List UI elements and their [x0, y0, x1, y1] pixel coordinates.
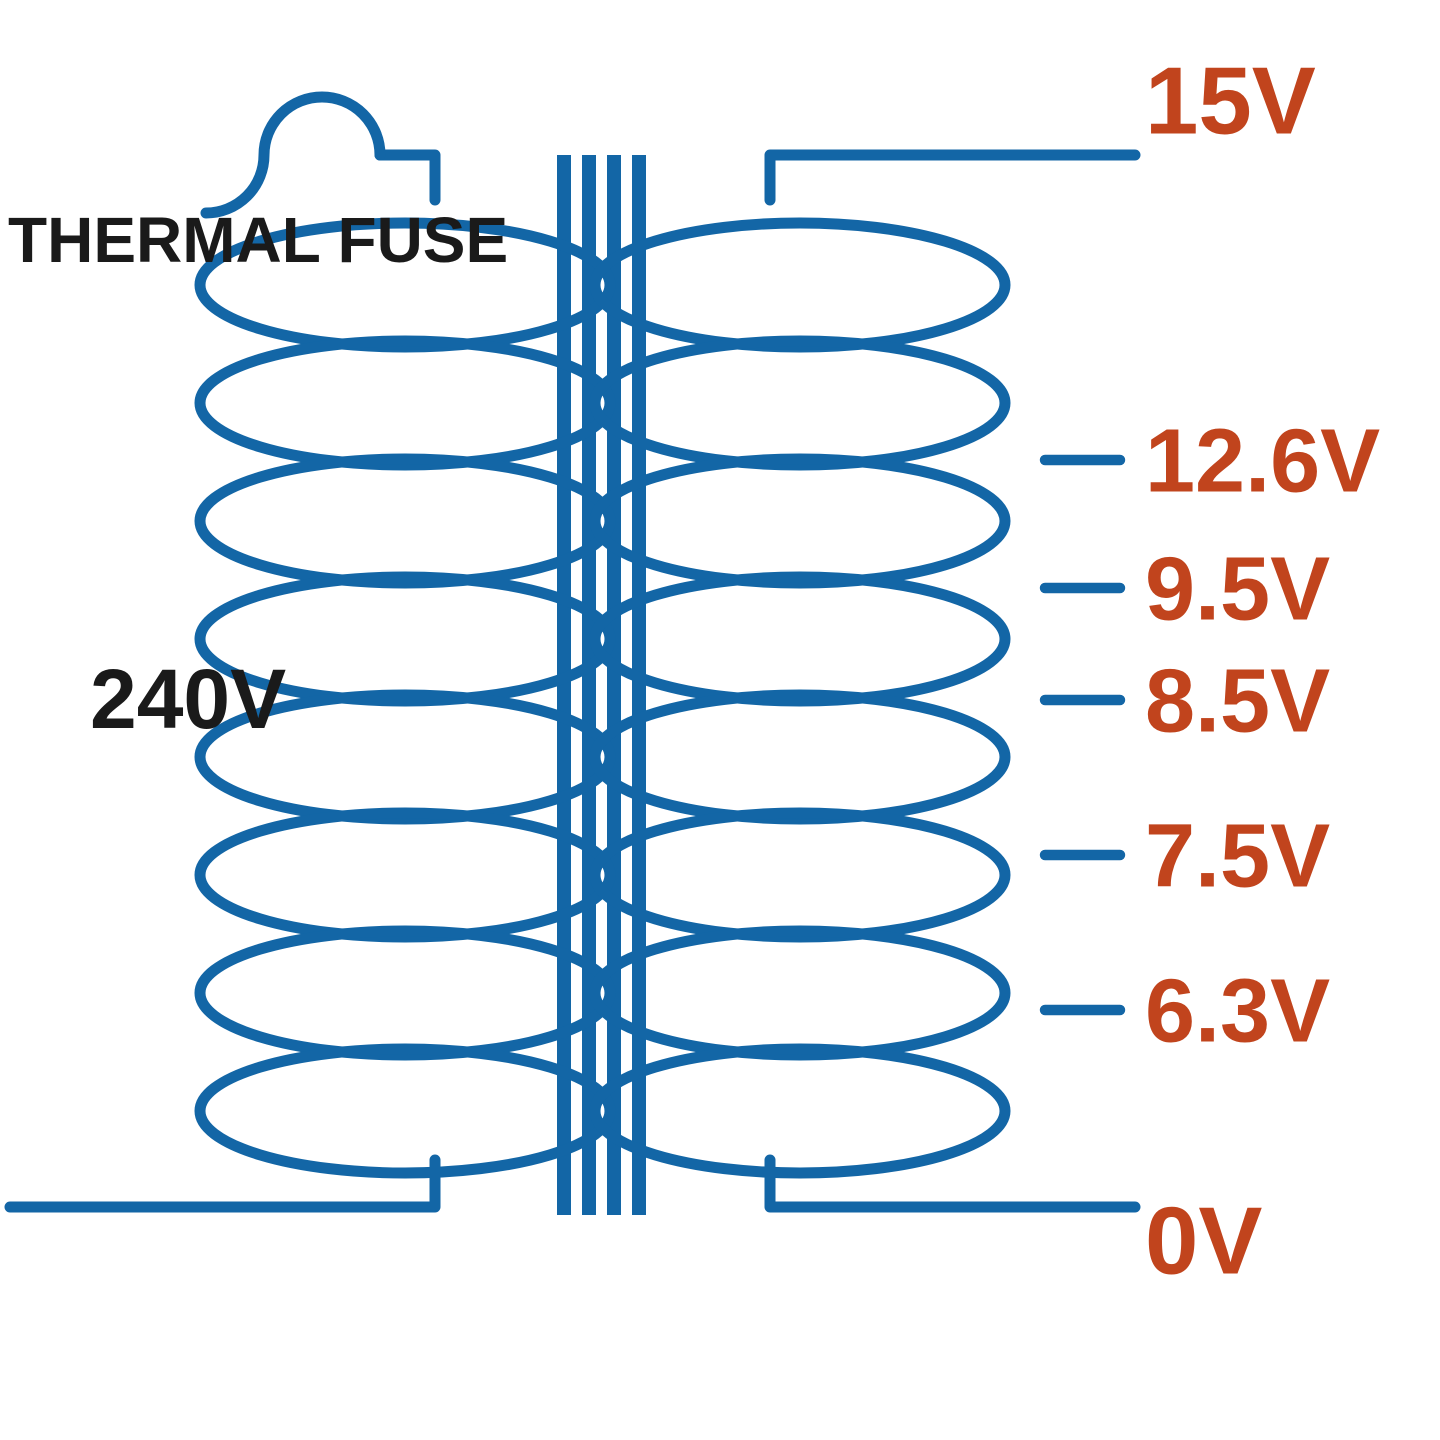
primary-voltage-label: 240V — [90, 652, 286, 746]
tap-label: 15V — [1145, 48, 1316, 155]
transformer-schematic: THERMAL FUSE 240V 15V 12.6V 9.5V 8.5V 7.5V 6.3V… — [0, 0, 1440, 1440]
transformer-core — [557, 155, 646, 1215]
tap-label: 12.6V — [1145, 412, 1380, 512]
secondary-coil — [595, 223, 1005, 1173]
tap-label: 7.5V — [1145, 807, 1330, 907]
tap-label: 8.5V — [1145, 652, 1330, 752]
thermal-fuse-label: THERMAL FUSE — [8, 204, 508, 276]
primary-top-lead — [380, 155, 435, 200]
tap-label: 0V — [1145, 1188, 1262, 1295]
thermal-fuse-icon — [206, 97, 380, 213]
secondary-bottom-lead — [770, 1160, 1135, 1207]
tap-label: 9.5V — [1145, 540, 1330, 640]
tap-label: 6.3V — [1145, 962, 1330, 1062]
secondary-top-lead — [770, 155, 1135, 200]
